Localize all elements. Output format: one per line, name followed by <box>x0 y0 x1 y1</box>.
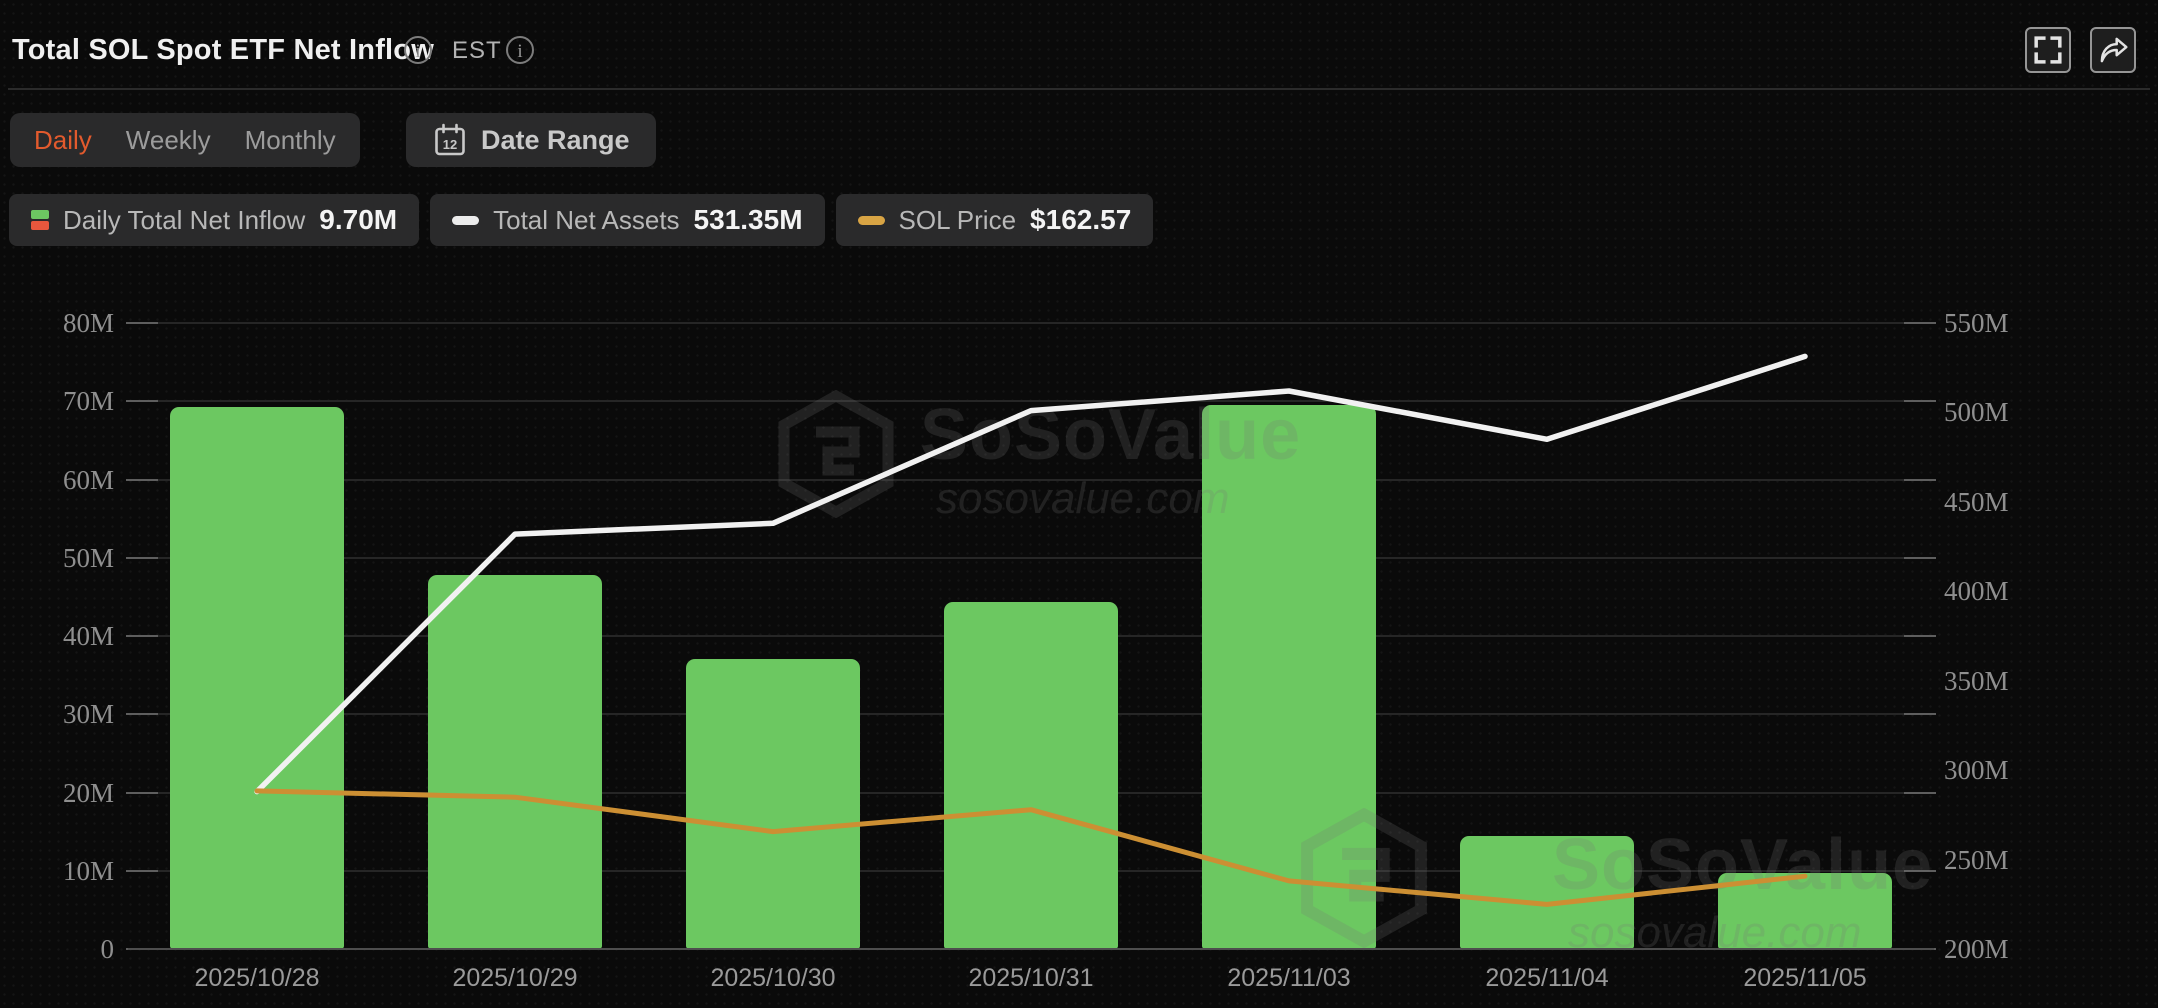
title-info-icon[interactable]: i <box>404 36 432 64</box>
left-axis-label: 80M <box>62 308 114 338</box>
right-axis-tick <box>1904 478 1936 481</box>
share-button[interactable] <box>2090 27 2136 73</box>
inflow-bar-2025-11-04[interactable] <box>1460 835 1634 949</box>
sol-price-line[interactable] <box>254 788 1808 907</box>
header-divider <box>8 88 2150 90</box>
x-axis-label: 2025/10/28 <box>194 964 320 992</box>
inflow-bar-2025-10-31[interactable] <box>944 602 1118 949</box>
left-axis-tick <box>126 713 158 716</box>
x-axis-label: 2025/10/29 <box>452 964 578 992</box>
legend-label: Daily Total Net Inflow <box>63 204 306 235</box>
share-icon <box>2100 37 2128 63</box>
chart-legend: Daily Total Net Inflow 9.70M Total Net Ass… <box>9 194 1154 246</box>
x-axis-label: 2025/11/05 <box>1743 964 1867 992</box>
right-axis-label: 450M <box>1944 486 2009 517</box>
right-axis-tick <box>1904 869 1936 872</box>
left-axis-label: 60M <box>62 464 114 495</box>
left-axis-tick <box>126 556 158 559</box>
x-axis-label: 2025/10/30 <box>710 964 836 992</box>
page-title: Total SOL Spot ETF Net Inflow <box>12 34 434 66</box>
left-axis-label: 30M <box>62 699 114 730</box>
gridline <box>128 556 1934 559</box>
inflow-bar-2025-11-05[interactable] <box>1718 873 1892 949</box>
right-axis-tick <box>1904 400 1936 403</box>
left-axis-label: 70M <box>62 386 114 417</box>
period-tab-group: Daily Weekly Monthly <box>10 113 360 167</box>
legend-label: Total Net Assets <box>493 204 680 235</box>
gridline <box>128 322 1934 324</box>
tab-daily[interactable]: Daily <box>34 124 92 155</box>
left-axis-tick <box>126 478 158 481</box>
date-range-button[interactable]: 12 Date Range <box>406 113 656 167</box>
right-axis-label: 400M <box>1944 576 2009 607</box>
left-axis-tick <box>126 635 158 637</box>
legend-item-daily-total-net-inflow[interactable]: Daily Total Net Inflow 9.70M <box>9 194 420 246</box>
left-axis-label: 50M <box>62 542 114 573</box>
left-axis-tick <box>126 322 158 324</box>
x-axis-label: 2025/11/04 <box>1485 964 1609 992</box>
right-axis-tick <box>1904 322 1936 324</box>
est-info-icon[interactable]: i <box>506 36 534 64</box>
line-series-dash-icon <box>857 215 885 225</box>
fullscreen-icon <box>2034 36 2062 64</box>
left-axis-label: 20M <box>62 777 114 808</box>
right-axis-label: 200M <box>1944 934 2009 964</box>
legend-item-sol-price[interactable]: SOL Price $162.57 <box>835 194 1154 246</box>
left-axis-tick <box>126 869 158 872</box>
legend-value: 9.70M <box>319 204 398 235</box>
inflow-bar-2025-11-03[interactable] <box>1202 405 1376 949</box>
right-axis-label: 350M <box>1944 665 2009 696</box>
right-axis-tick <box>1904 713 1936 716</box>
right-axis-label: 250M <box>1944 844 2009 875</box>
inflow-bar-2025-10-28[interactable] <box>170 406 344 949</box>
left-axis-tick <box>126 791 158 794</box>
date-range-label: Date Range <box>481 124 630 155</box>
inflow-bar-2025-10-30[interactable] <box>686 659 860 949</box>
right-axis-tick <box>1904 791 1936 794</box>
inflow-outflow-icon <box>31 210 49 230</box>
tab-monthly[interactable]: Monthly <box>244 124 336 155</box>
total-net-assets-line[interactable] <box>254 353 1808 795</box>
tab-weekly[interactable]: Weekly <box>125 124 211 155</box>
left-axis-label: 10M <box>62 855 114 886</box>
legend-label: SOL Price <box>898 204 1017 235</box>
right-axis-label: 550M <box>1944 308 2009 338</box>
x-axis-label: 2025/11/03 <box>1227 964 1351 992</box>
x-axis-label: 2025/10/31 <box>968 964 1094 992</box>
calendar-icon: 12 <box>435 123 465 156</box>
legend-value: $162.57 <box>1030 204 1132 235</box>
fullscreen-button[interactable] <box>2025 27 2071 73</box>
timezone-label: EST <box>452 37 502 64</box>
gridline <box>128 478 1934 481</box>
inflow-bar-2025-10-29[interactable] <box>428 574 602 949</box>
legend-value: 531.35M <box>693 204 803 235</box>
svg-text:12: 12 <box>443 137 457 152</box>
right-axis-tick <box>1904 556 1936 559</box>
right-axis-tick <box>1904 635 1936 637</box>
left-axis-label: 40M <box>62 621 114 651</box>
line-series-dash-icon <box>452 215 480 225</box>
right-axis-label: 300M <box>1944 755 2009 786</box>
x-axis-line <box>128 948 1934 950</box>
right-axis-label: 500M <box>1944 397 2009 428</box>
left-axis-label: 0 <box>100 934 115 964</box>
gridline <box>128 400 1934 403</box>
left-axis-tick <box>126 400 158 403</box>
legend-item-total-net-assets[interactable]: Total Net Assets 531.35M <box>430 194 825 246</box>
